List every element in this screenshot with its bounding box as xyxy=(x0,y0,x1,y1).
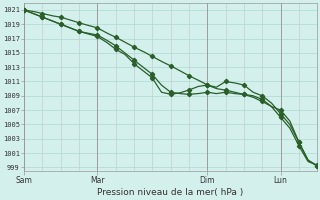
X-axis label: Pression niveau de la mer( hPa ): Pression niveau de la mer( hPa ) xyxy=(98,188,244,197)
